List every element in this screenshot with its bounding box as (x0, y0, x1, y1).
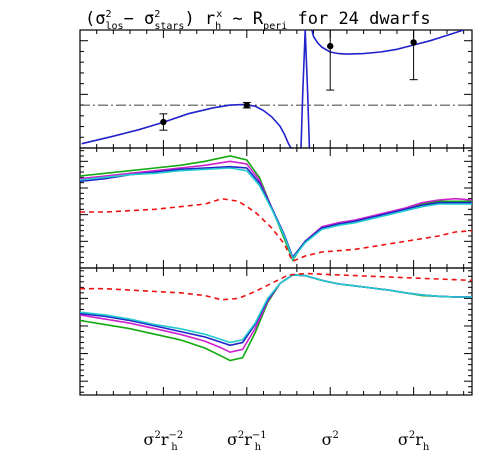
data-point-0 (159, 113, 168, 131)
series-line-4-seg-0 (80, 272, 472, 301)
plot-layer: σ2r−2 h σ2r−1 h σ2 σ2rh (79, 29, 473, 453)
title-tail: for 24 dwarfs (287, 9, 430, 29)
cat-sigma: σ (227, 430, 238, 449)
series-line-3-seg-0 (80, 167, 472, 261)
title-sub-peri: peri (263, 21, 287, 32)
title-sub-h: h (215, 21, 221, 32)
cat-sup: 2 (409, 430, 415, 441)
data-point-2 (326, 29, 335, 91)
cat-sigma: σ (144, 430, 155, 449)
series-line-2-seg-0 (80, 274, 472, 347)
cat-sigma: σ (322, 430, 333, 449)
point-marker (410, 39, 417, 46)
x-category-label: σ2r−1 h (227, 430, 267, 453)
data-point-1 (242, 101, 251, 109)
x-category-label: σ2rh (398, 430, 430, 453)
panel-2 (79, 267, 473, 396)
title-sim: ∼ R (222, 9, 264, 29)
cat-sup: 2 (332, 430, 338, 441)
x-category-label: σ2 (322, 430, 339, 449)
series-line-4-seg-0 (80, 197, 472, 263)
series-line-3-seg-0 (80, 274, 472, 344)
series-line-0-seg-2 (311, 30, 464, 55)
title-sup-2a: 2 (105, 9, 111, 20)
panel-1 (79, 147, 473, 269)
cat-sigma: σ (398, 430, 409, 449)
x-category-label: σ2r−2 h (144, 430, 184, 453)
title-lead: (σ (85, 9, 105, 29)
cat-sub: h (255, 442, 262, 453)
cat-sub: h (171, 442, 178, 453)
point-marker (327, 42, 334, 50)
point-marker (243, 102, 251, 109)
panel-0 (79, 29, 473, 149)
series-line-0-seg-1 (300, 30, 311, 148)
title-minus: − σ (124, 9, 155, 29)
title-sup-x: x (216, 9, 222, 20)
title-mid: ) r (184, 9, 215, 29)
cat-r: r (161, 430, 169, 449)
cat-r: r (415, 430, 423, 449)
series-line-0-seg-0 (81, 103, 293, 148)
cat-r: r (244, 430, 252, 449)
cat-sup2: −1 (252, 430, 267, 441)
point-marker (160, 118, 167, 126)
cat-sup: 2 (238, 430, 244, 441)
data-point-3 (409, 29, 418, 81)
series-line-2-seg-0 (80, 165, 472, 259)
title-sup-2b: 2 (154, 9, 160, 20)
cat-sup: 2 (154, 430, 160, 441)
panel-plot-area-1 (80, 155, 472, 263)
panel-plot-area-2 (80, 272, 472, 362)
cat-sup2: −2 (169, 430, 184, 441)
title-sub-stars: stars (154, 21, 184, 32)
chart-title: (σ2 los− σ2 stars) rhx ∼ Rperi for 24 dwar… (85, 9, 431, 32)
series-line-1-seg-0 (80, 274, 472, 354)
title-sub-los: los (106, 21, 124, 32)
cat-sub: h (423, 442, 430, 453)
